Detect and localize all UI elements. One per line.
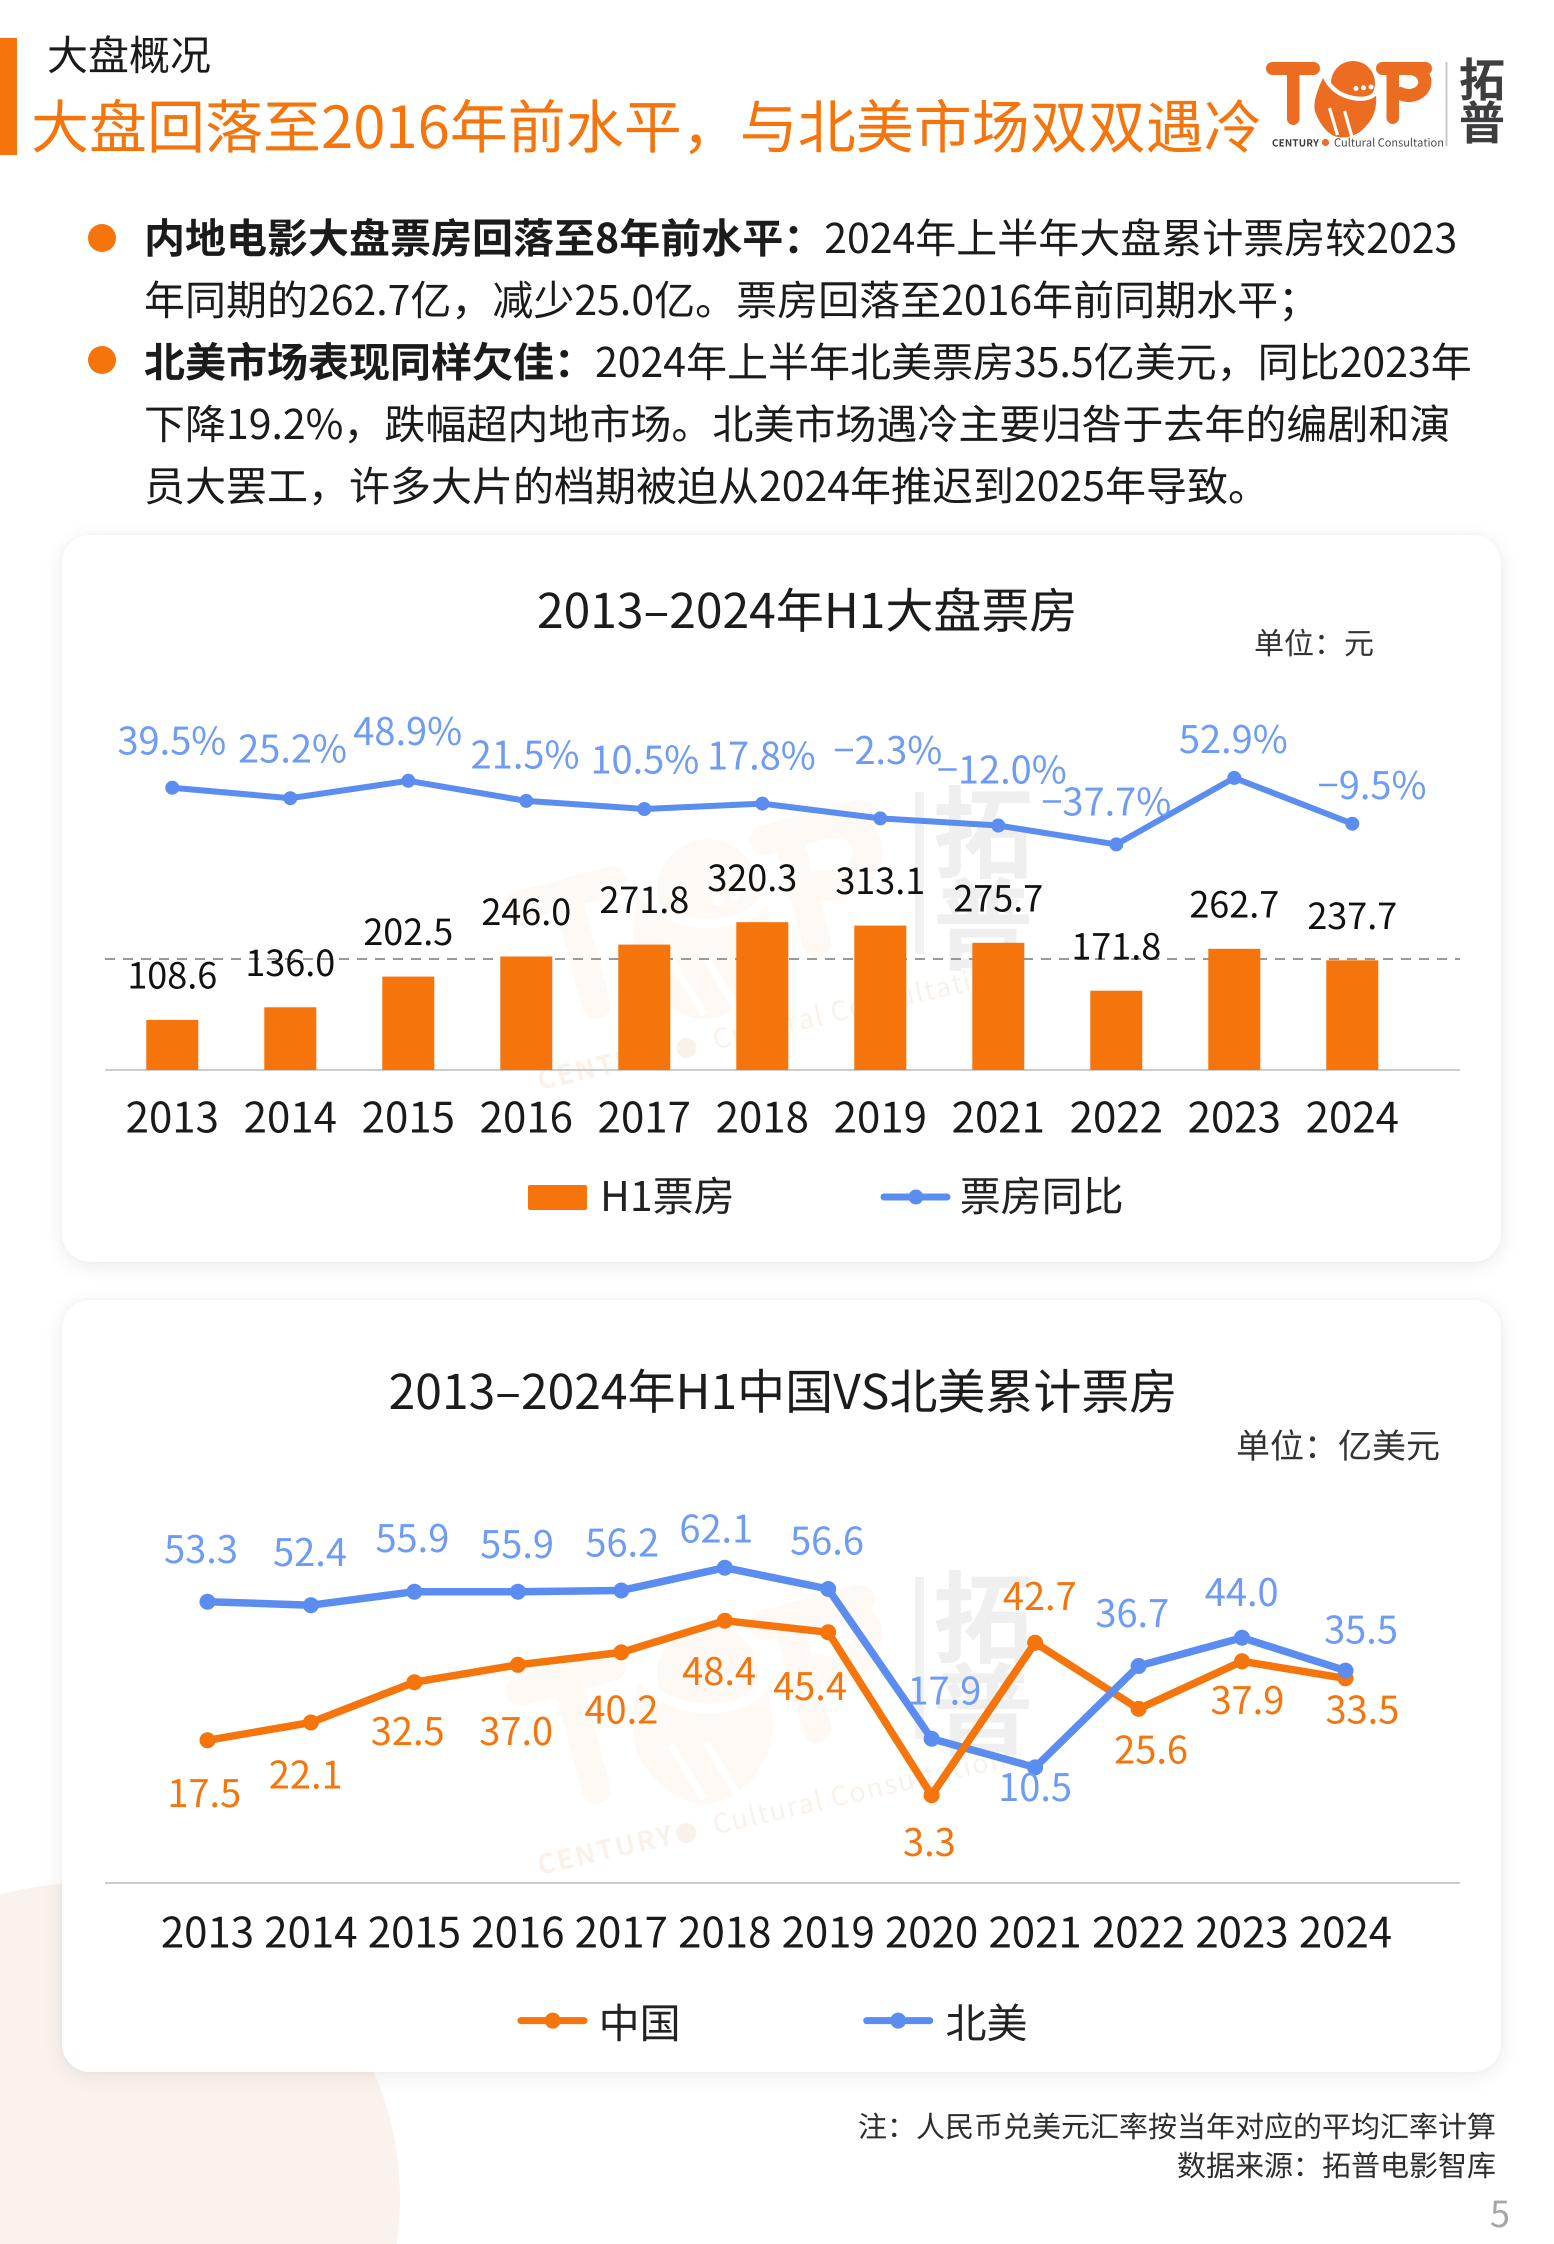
svg-text:H1票房: H1票房	[600, 1163, 735, 1223]
svg-text:48.4: 48.4	[682, 1641, 756, 1696]
svg-text:2021: 2021	[988, 1900, 1081, 1961]
svg-text:票房同比: 票房同比	[960, 1163, 1124, 1223]
svg-text:313.1: 313.1	[835, 853, 925, 905]
svg-text:2019: 2019	[834, 1085, 927, 1146]
svg-text:单位：亿美元: 单位：亿美元	[1236, 1419, 1440, 1468]
svg-text:202.5: 202.5	[363, 904, 453, 956]
svg-text:53.3: 53.3	[164, 1519, 238, 1574]
svg-text:37.9: 37.9	[1210, 1670, 1284, 1725]
svg-text:2018: 2018	[716, 1085, 809, 1146]
svg-text:17.9: 17.9	[907, 1661, 981, 1716]
svg-text:北美: 北美	[946, 1990, 1028, 2050]
svg-text:−9.5%: −9.5%	[1318, 755, 1427, 810]
svg-text:52.9%: 52.9%	[1179, 709, 1288, 764]
svg-text:CENTURY: CENTURY	[533, 1813, 678, 1882]
svg-text:17.5: 17.5	[167, 1763, 241, 1818]
svg-text:17.8%: 17.8%	[707, 726, 816, 781]
svg-text:2019: 2019	[782, 1900, 875, 1961]
svg-text:−37.7%: −37.7%	[1041, 772, 1171, 827]
svg-text:−12.0%: −12.0%	[937, 740, 1067, 795]
svg-text:2021: 2021	[952, 1085, 1045, 1146]
svg-text:25.6: 25.6	[1114, 1719, 1188, 1774]
svg-text:32.5: 32.5	[371, 1701, 445, 1756]
svg-text:2015: 2015	[368, 1900, 461, 1961]
svg-text:3.3: 3.3	[903, 1812, 956, 1867]
svg-text:10.5%: 10.5%	[590, 729, 699, 784]
svg-text:62.1: 62.1	[679, 1499, 753, 1554]
svg-text:45.4: 45.4	[773, 1656, 847, 1711]
svg-text:2018: 2018	[678, 1900, 771, 1961]
svg-text:275.7: 275.7	[953, 870, 1043, 922]
svg-text:262.7: 262.7	[1189, 876, 1279, 928]
svg-text:中国: 中国	[599, 1990, 681, 2050]
svg-text:Cultural Consultation: Cultural Consultation	[1334, 135, 1444, 151]
svg-text:320.3: 320.3	[707, 850, 797, 902]
svg-text:42.7: 42.7	[1003, 1566, 1077, 1621]
svg-text:271.8: 271.8	[599, 872, 689, 924]
svg-text:2020: 2020	[885, 1900, 978, 1961]
svg-text:拓: 拓	[933, 1539, 1033, 1684]
svg-text:2013–2024年H1中国VS北美累计票房: 2013–2024年H1中国VS北美累计票房	[389, 1353, 1178, 1423]
svg-text:48.9%: 48.9%	[353, 701, 462, 756]
svg-text:136.0: 136.0	[245, 935, 335, 987]
svg-text:52.4: 52.4	[273, 1522, 347, 1577]
svg-text:2023: 2023	[1195, 1900, 1288, 1961]
svg-text:2023: 2023	[1188, 1085, 1281, 1146]
svg-text:单位：元: 单位：元	[1254, 619, 1374, 663]
svg-text:2024: 2024	[1306, 1085, 1399, 1146]
svg-text:2022: 2022	[1070, 1085, 1163, 1146]
svg-text:2017: 2017	[598, 1085, 691, 1146]
svg-text:37.0: 37.0	[479, 1701, 553, 1756]
svg-text:22.1: 22.1	[269, 1744, 343, 1799]
svg-text:2013: 2013	[126, 1085, 219, 1146]
svg-text:108.6: 108.6	[127, 948, 217, 1000]
svg-text:CENTURY: CENTURY	[1272, 136, 1319, 150]
svg-text:36.7: 36.7	[1095, 1583, 1169, 1638]
svg-text:2017: 2017	[575, 1900, 668, 1961]
svg-text:246.0: 246.0	[481, 884, 571, 936]
svg-text:44.0: 44.0	[1205, 1562, 1279, 1617]
svg-text:2015: 2015	[362, 1085, 455, 1146]
svg-text:56.2: 56.2	[585, 1513, 659, 1568]
svg-text:2024: 2024	[1299, 1900, 1392, 1961]
svg-text:10.5: 10.5	[998, 1757, 1072, 1812]
svg-text:56.6: 56.6	[790, 1510, 864, 1565]
svg-text:35.5: 35.5	[1324, 1600, 1398, 1655]
svg-text:2022: 2022	[1092, 1900, 1185, 1961]
svg-text:2016: 2016	[471, 1900, 564, 1961]
svg-text:2014: 2014	[244, 1085, 337, 1146]
svg-text:39.5%: 39.5%	[117, 711, 226, 766]
svg-text:25.2%: 25.2%	[238, 719, 347, 774]
svg-text:拓: 拓	[1459, 50, 1505, 111]
svg-text:40.2: 40.2	[584, 1680, 658, 1735]
svg-text:2014: 2014	[264, 1900, 357, 1961]
svg-text:171.8: 171.8	[1071, 918, 1161, 970]
svg-text:2013: 2013	[161, 1900, 254, 1961]
svg-text:237.7: 237.7	[1307, 888, 1397, 940]
svg-text:21.5%: 21.5%	[471, 725, 580, 780]
svg-text:普: 普	[1459, 88, 1505, 154]
svg-text:55.9: 55.9	[375, 1508, 449, 1563]
svg-text:2013–2024年H1大盘票房: 2013–2024年H1大盘票房	[537, 572, 1077, 642]
svg-text:2016: 2016	[480, 1085, 573, 1146]
svg-text:55.9: 55.9	[480, 1514, 554, 1569]
svg-text:−2.3%: −2.3%	[833, 720, 942, 775]
svg-text:33.5: 33.5	[1325, 1680, 1399, 1735]
